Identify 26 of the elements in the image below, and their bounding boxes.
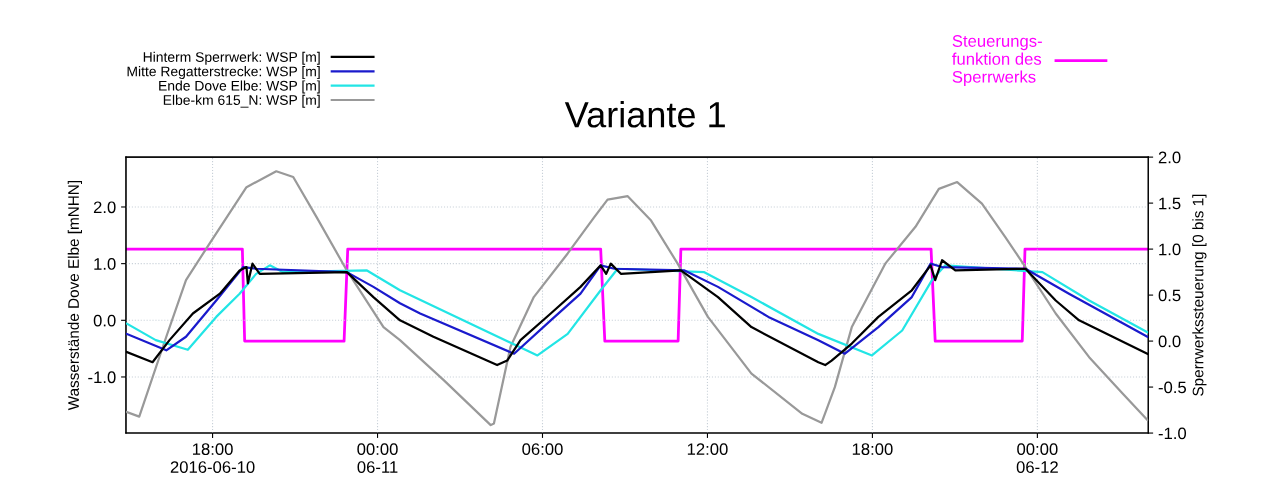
x-tick-label: 00:00 06-11 — [357, 443, 398, 473]
legend-label: Hinterm Sperrwerk: WSP [m] — [143, 51, 320, 65]
y-tick-label: -1.0 — [88, 371, 116, 384]
y2-tick-label: 0.5 — [1158, 289, 1181, 302]
x-tick-label: 06:00 — [522, 443, 563, 456]
x-tick-label: 18:00 — [852, 443, 893, 456]
legend-label: Ende Dove Elbe: WSP [m] — [159, 80, 320, 94]
line-series — [125, 170, 1149, 427]
legend-label: Elbe-km 615_N: WSP [m] — [163, 94, 320, 108]
x-tick-label: 12:00 — [687, 443, 728, 456]
y2-tick-label: 1.0 — [1159, 243, 1181, 256]
y-tick-label: 0.0 — [93, 314, 116, 327]
y2-tick-label: -1.0 — [1158, 427, 1187, 440]
y2-tick-label: 0.0 — [1158, 335, 1181, 348]
y-tick-label: 2.0 — [93, 201, 116, 214]
y2-tick-label: -0.5 — [1158, 381, 1186, 394]
x-tick-label: 18:00 2016-06-10 — [170, 443, 255, 473]
chart-title: Variante 1 — [564, 101, 725, 128]
legend-label: Steuerungs- funktion des Sperrwerks — [952, 35, 1042, 87]
y2-tick-label: 2.0 — [1158, 151, 1181, 164]
x-tick-label: 00:00 06-12 — [1016, 443, 1058, 473]
y2-tick-label: 1.5 — [1159, 197, 1181, 210]
y-tick-label: 1.0 — [94, 258, 116, 270]
legend-label: Mitte Regatterstrecke: WSP [m] — [127, 66, 320, 80]
y-axis-title: Wasserstände Dove Elbe [mNHN] — [67, 180, 82, 411]
y2-axis-title: Sperrwerkssteuerung [0 bis 1] — [1192, 194, 1207, 396]
